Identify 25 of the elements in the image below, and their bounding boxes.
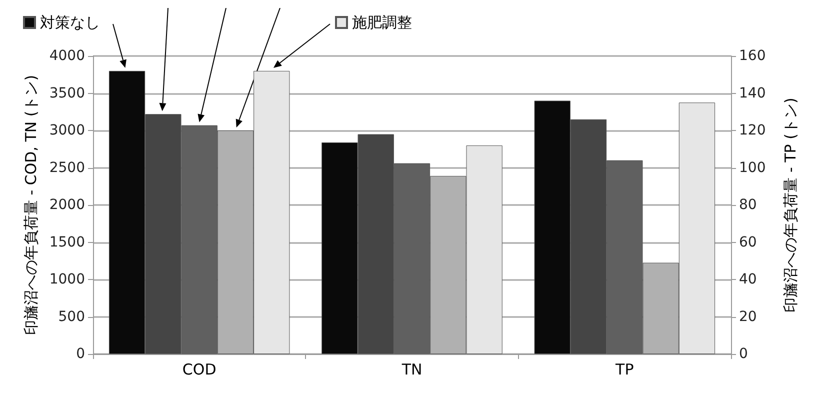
y2-tick-label: 20 [739, 308, 757, 325]
y2-tick-label: 0 [739, 346, 748, 362]
y2-tick-label: 40 [739, 272, 757, 288]
y-tick-label: 2000 [49, 197, 85, 213]
y-tick-label: 2500 [49, 160, 85, 176]
y2-tick-label: 160 [739, 48, 766, 64]
y-tick-label: 4000 [49, 48, 85, 64]
y2-axis-title: 印旛沼への年負荷量 - TP (トン) [782, 98, 800, 312]
x-tick-label: TN [400, 360, 422, 378]
y-tick-label: 3000 [49, 122, 85, 138]
y-tick-label: 0 [76, 346, 85, 362]
y2-tick-label: 80 [739, 197, 757, 213]
legend-label: 対策なし [40, 14, 100, 32]
y-tick-label: 3500 [49, 85, 85, 102]
y2-tick-label: 120 [739, 122, 766, 138]
legend-label: 施肥調整 [352, 14, 412, 32]
y-axis-title: 印旛沼への年負荷量 - COD, TN (トン) [22, 74, 40, 336]
y2-tick-label: 60 [739, 234, 757, 250]
y-tick-label: 1000 [49, 272, 85, 288]
y2-tick-label: 100 [739, 160, 766, 176]
x-tick-label: COD [182, 360, 216, 378]
y2-tick-label: 140 [739, 85, 766, 102]
y-tick-label: 1500 [49, 234, 85, 250]
y-tick-label: 500 [58, 308, 85, 325]
x-tick-label: TP [614, 360, 634, 378]
